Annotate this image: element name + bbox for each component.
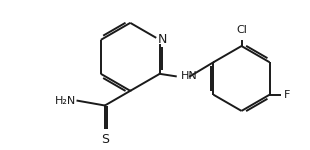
Text: H₂N: H₂N	[55, 96, 76, 106]
Text: HN: HN	[181, 71, 198, 81]
Text: F: F	[284, 90, 290, 100]
Text: N: N	[157, 33, 167, 46]
Text: S: S	[101, 133, 109, 146]
Text: Cl: Cl	[236, 25, 247, 35]
